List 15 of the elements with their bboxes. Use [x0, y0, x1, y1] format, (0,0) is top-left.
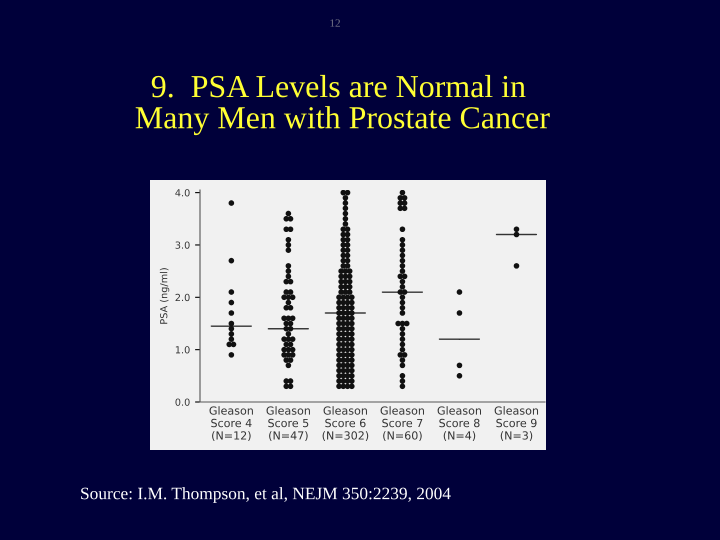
- x-tick-label: Gleason Score 9 (N=3): [494, 406, 538, 441]
- y-tick-label: 2.0: [176, 294, 190, 302]
- y-axis-title: PSA (ng/ml): [160, 268, 170, 324]
- x-tick-label: Gleason Score 4 (N=12): [210, 406, 253, 441]
- y-tick-label: 1.0: [176, 346, 190, 354]
- x-tick-label: Gleason Score 5 (N=47): [266, 406, 310, 441]
- y-tick-label: 4.0: [175, 189, 190, 196]
- y-tick-label: 3.0: [176, 241, 190, 249]
- x-tick-label: Gleason Score 7 (N=60): [380, 406, 424, 441]
- text: 12: [330, 19, 340, 27]
- source-note: Source: I.M. Thompson, et al, NEJM 350:2239, 2004: [81, 487, 451, 503]
- x-tick-label: Gleason Score 8 (N=4): [438, 406, 482, 441]
- y-tick-label: 0.0: [175, 398, 190, 406]
- chart-title: 9. PSA Levels are Normal in Many Men with Prostate Cancer: [136, 74, 550, 136]
- x-tick-label: Gleason Score 6 (N=302): [322, 406, 368, 441]
